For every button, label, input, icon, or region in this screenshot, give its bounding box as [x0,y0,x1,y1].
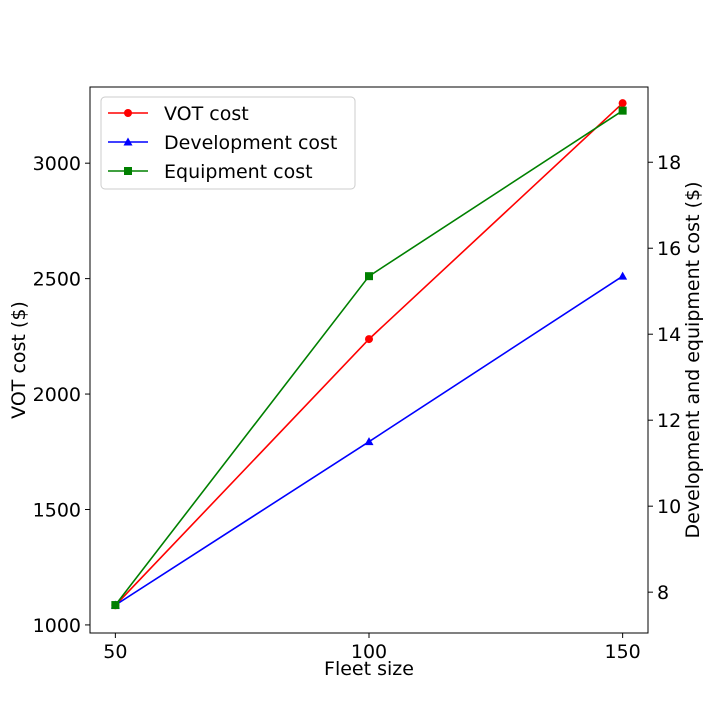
x-axis: 50 100 150 [103,633,641,663]
legend-entry: Equipment cost [164,161,313,183]
y-left-tick-label: 2000 [33,384,81,406]
data-point [124,109,132,117]
y-axis-right-label: Development and equipment cost ($) [682,182,704,539]
plot-layer [110,99,628,610]
data-point [111,601,120,610]
data-point [365,335,373,344]
y-right-tick-label: 18 [657,152,681,174]
y-left-tick-label: 1000 [33,615,81,637]
legend-box [100,96,356,190]
y-right-tick-label: 16 [657,238,681,260]
y-right-tick-label: 12 [657,410,681,432]
y-left-tick-label: 1500 [33,499,81,521]
y-right-tick-label: 14 [657,324,681,346]
x-axis-label: Fleet size [324,658,414,680]
legend-entry: VOT cost [164,103,249,125]
data-point [365,272,373,281]
x-tick-label: 150 [605,641,641,663]
y-axis-left-label: VOT cost ($) [8,301,30,419]
data-point [618,106,627,115]
y-right-tick-label: 10 [657,496,681,518]
y-axis-right: 8 10 12 14 16 18 [648,152,681,604]
y-left-tick-label: 3000 [33,153,81,175]
x-tick-label: 100 [351,641,387,663]
data-point [124,167,132,175]
x-tick-label: 50 [103,641,127,663]
y-axis-left: 1000 1500 2000 2500 3000 [33,153,90,637]
data-point [618,99,627,108]
y-left-tick-label: 2500 [33,269,81,291]
legend: VOT cost Development cost Equipment cost [100,96,356,190]
y-right-tick-label: 8 [657,582,669,604]
data-point [364,437,374,446]
data-point [123,137,133,146]
data-point [618,271,628,280]
legend-entry: Development cost [164,132,337,154]
